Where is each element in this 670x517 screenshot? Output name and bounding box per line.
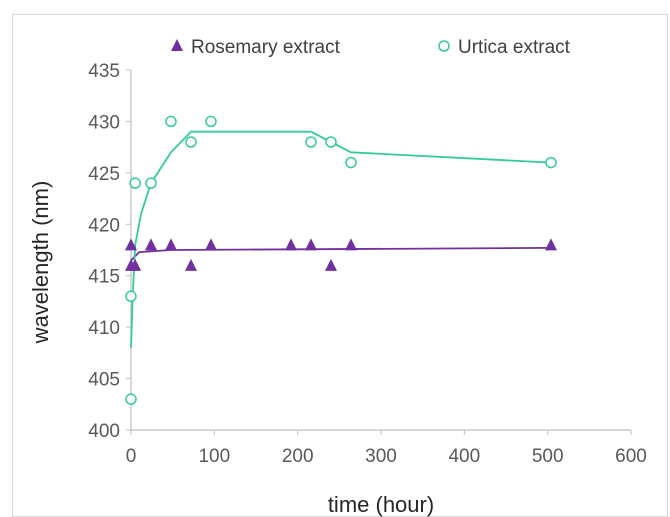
urtica-extract-point xyxy=(305,136,317,148)
data-markers xyxy=(125,115,557,405)
x-tick-label: 300 xyxy=(365,446,397,467)
rosemary-extract-point xyxy=(205,238,217,251)
urtica-extract-point xyxy=(129,177,141,189)
urtica-extract-legend-label: Urtica extract xyxy=(458,37,571,58)
y-tick-label: 410 xyxy=(88,318,120,339)
rosemary-extract-point xyxy=(285,238,297,251)
y-tick-label: 435 xyxy=(88,61,120,82)
urtica-extract-point xyxy=(165,115,177,128)
y-tick-label: 425 xyxy=(88,164,120,185)
x-tick-label: 600 xyxy=(615,446,647,467)
rosemary-extract-legend-label: Rosemary extract xyxy=(191,37,341,58)
rosemary-extract-point xyxy=(305,238,317,251)
urtica-extract-legend-marker xyxy=(438,40,450,52)
urtica-extract-point xyxy=(185,136,197,148)
y-axis-title: wavelength (nm) xyxy=(28,181,53,345)
trendlines xyxy=(130,130,552,348)
urtica-extract-point xyxy=(125,290,137,303)
rosemary-extract-point xyxy=(185,258,197,271)
y-tick-label: 420 xyxy=(88,215,120,236)
x-tick-label: 100 xyxy=(198,446,230,467)
x-axis-title: time (hour) xyxy=(328,492,434,517)
rosemary-extract-point xyxy=(165,238,177,251)
rosemary-extract-point xyxy=(125,238,137,251)
chart-area xyxy=(12,14,668,517)
rosemary-extract-point xyxy=(145,238,157,251)
urtica-extract-trendline xyxy=(130,130,552,348)
x-tick-label: 200 xyxy=(282,446,314,467)
rosemary-extract-point xyxy=(129,258,142,271)
urtica-extract-point xyxy=(125,393,137,405)
y-tick-label: 430 xyxy=(88,112,120,133)
rosemary-extract-point xyxy=(345,238,357,251)
rosemary-extract-point xyxy=(545,238,557,251)
urtica-extract-point xyxy=(145,177,157,189)
axes: 400 405 410 415 420 425 430 435 0 100 200 300 400 500… xyxy=(88,61,647,467)
y-tick-label: 400 xyxy=(88,421,120,442)
rosemary-extract-trendline xyxy=(130,247,552,261)
urtica-extract-point xyxy=(325,136,337,148)
x-tick-label: 400 xyxy=(448,446,480,467)
x-tick-label: 0 xyxy=(126,446,137,467)
urtica-extract-point xyxy=(545,156,557,169)
rosemary-extract-point xyxy=(325,258,337,271)
rosemary-extract-legend-marker xyxy=(171,39,183,51)
x-tick-label: 500 xyxy=(532,446,564,467)
y-tick-label: 415 xyxy=(88,267,120,288)
urtica-extract-point xyxy=(205,115,217,128)
legend: Rosemary extract Urtica extract xyxy=(171,37,571,58)
y-tick-label: 405 xyxy=(88,370,120,391)
urtica-extract-point xyxy=(345,156,357,169)
